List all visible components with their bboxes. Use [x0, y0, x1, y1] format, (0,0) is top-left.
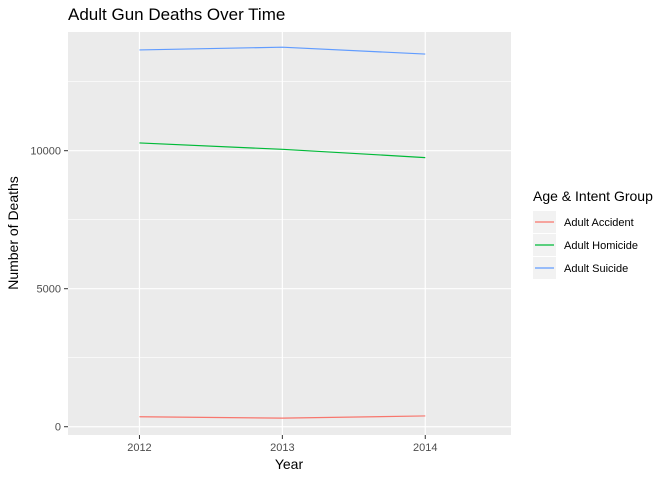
plot-panel [68, 32, 511, 435]
legend-items: Adult Accident Adult Homicide Adult Suicid… [533, 211, 638, 279]
legend-label: Adult Accident [564, 217, 634, 229]
y-axis-title: Number of Deaths [5, 176, 21, 290]
series-lines [139, 46, 426, 419]
y-tick-label: 5000 [37, 284, 61, 296]
x-axis-ticks: 2012 2013 2014 [127, 435, 438, 454]
y-tick-label: 10000 [30, 146, 61, 158]
x-axis-title: Year [275, 456, 304, 472]
y-tick-label: 0 [55, 422, 61, 434]
minor-gridlines [68, 81, 511, 359]
series-line-adult-accident [139, 415, 426, 419]
legend-label: Adult Suicide [564, 263, 628, 275]
series-line-adult-suicide [139, 46, 426, 55]
major-gridlines [68, 32, 511, 435]
series-line-adult-homicide [139, 142, 426, 159]
legend-title: Age & Intent Group [533, 188, 653, 204]
legend: Age & Intent Group Adult Accident Adult H… [533, 188, 653, 279]
y-axis-ticks: 0 5000 10000 [30, 146, 68, 434]
x-tick-label: 2013 [270, 442, 294, 454]
chart-title: Adult Gun Deaths Over Time [68, 5, 285, 24]
x-tick-label: 2012 [127, 442, 151, 454]
x-tick-label: 2014 [413, 442, 437, 454]
legend-label: Adult Homicide [564, 240, 638, 252]
